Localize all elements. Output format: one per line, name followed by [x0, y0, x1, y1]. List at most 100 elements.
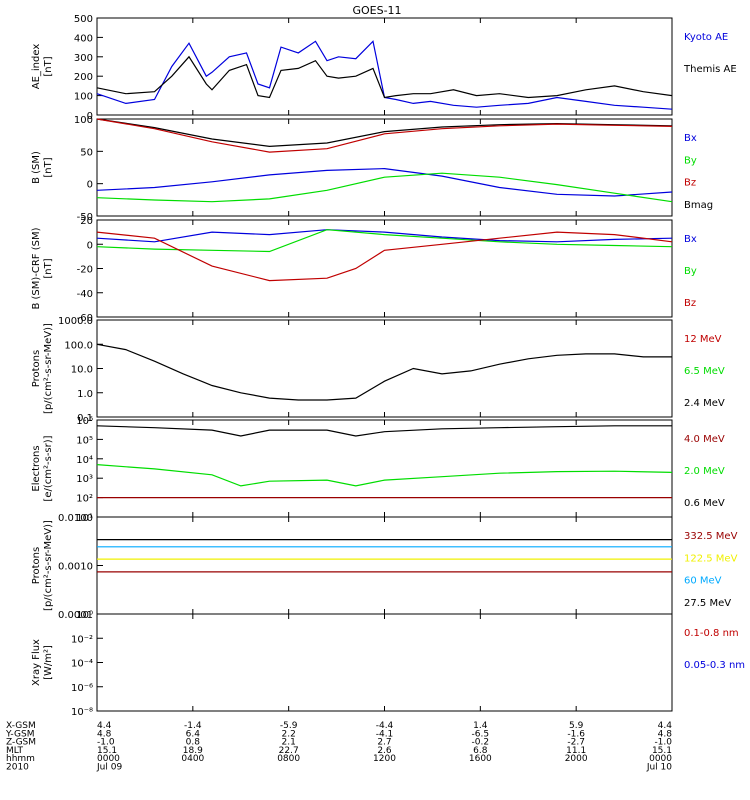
y-axis-label: Protons[p/(cm²-s-sr-MeV)]: [31, 520, 54, 611]
y-tick-label: 100.0: [64, 340, 93, 351]
footer-value: -1.4: [184, 721, 202, 731]
y-tick-label: 0.0100: [58, 513, 93, 524]
footer-value: -6.5: [472, 729, 490, 739]
footer-row-label: Y-GSM: [5, 729, 34, 739]
footer-value: 0400: [181, 754, 204, 764]
legend-entry: 4.0 MeV: [684, 434, 725, 445]
footer-value: 2.6: [377, 746, 392, 756]
y-axis-label-line: B (SM): [31, 151, 42, 184]
footer-value: 0800: [277, 754, 300, 764]
y-tick-label: -60: [77, 313, 93, 324]
y-tick-label: 10⁶: [76, 416, 93, 427]
panel-frame: [96, 613, 673, 712]
legend-entry: 2.0 MeV: [684, 466, 725, 477]
footer-value: -0.2: [472, 738, 490, 748]
panel-4: 0.1 1.0 10.0 100.0 1000.0 Protons[p/(cm²-s-sr…: [31, 316, 725, 424]
footer-value: -2.7: [567, 738, 585, 748]
y-tick-label: 0: [87, 240, 93, 251]
footer-value: -1.0: [654, 738, 672, 748]
y-tick-label: 10³: [76, 474, 93, 485]
legend-entry: 122.5 MeV: [684, 553, 738, 564]
panel-frame: [96, 17, 673, 116]
footer-row-label: hhmm: [6, 754, 35, 764]
y-tick-label: 10⁰: [76, 610, 93, 621]
series-line: [96, 55, 673, 99]
panel-frame: [96, 319, 673, 418]
y-tick-label: 500: [74, 14, 93, 25]
series-line: [96, 229, 673, 253]
footer-row-label: X-GSM: [6, 721, 36, 731]
y-axis-label-line: Electrons: [31, 445, 42, 491]
series-line: [96, 167, 673, 197]
series-line: [96, 118, 673, 153]
footer-value: 1.4: [473, 721, 488, 731]
legend-entry: Kyoto AE: [684, 32, 728, 43]
y-tick-label: 0.0010: [58, 562, 93, 573]
footer-value: -1.0: [97, 738, 115, 748]
y-axis-label: B (SM)-CRF (SM)[nT]: [31, 227, 54, 309]
footer-value: 2000: [565, 754, 588, 764]
y-axis-label-line: Protons: [31, 350, 42, 387]
y-tick-label: 300: [74, 53, 93, 64]
y-axis-label-line: [nT]: [43, 258, 54, 278]
y-tick-label: 10⁻⁸: [71, 707, 93, 718]
panel-6: 0.0001 0.0010 0.0100 Protons[p/(cm²-s-sr-Me…: [31, 513, 738, 621]
footer-value: 4.4: [658, 721, 673, 731]
y-tick-label: 10⁻⁴: [71, 659, 93, 670]
series-line: [96, 172, 673, 203]
footer-row-label: 2010: [6, 763, 29, 773]
footer-value: 1600: [469, 754, 492, 764]
y-axis-label-line: [e/(cm²-s-sr)]: [43, 435, 54, 501]
footer-value: 0000: [649, 754, 672, 764]
y-axis-label-line: B (SM)-CRF (SM): [31, 227, 42, 309]
y-tick-label: 10.0: [71, 365, 93, 376]
legend-entry: 6.5 MeV: [684, 366, 725, 377]
footer-value: 1200: [373, 754, 396, 764]
y-axis-label: AE_index[nT]: [31, 44, 54, 90]
footer-value: 4.8: [658, 729, 673, 739]
y-axis-label-line: [W/m²]: [43, 645, 54, 680]
y-tick-label: 10²: [76, 494, 93, 505]
footer-value: 11.1: [566, 746, 586, 756]
y-axis-label-line: Xray Flux: [31, 639, 42, 686]
footer-ephemeris: X-GSM 4.4 -1.4 -5.9 -4.4 1.4 5.9 4.4 Y-GSM 4.8 6.4…: [5, 721, 672, 773]
y-tick-label: 1.0: [77, 389, 93, 400]
y-tick-label: 100: [74, 115, 93, 126]
footer-value: 15.1: [97, 746, 117, 756]
panel-7: 10⁻⁸ 10⁻⁶ 10⁻⁴ 10⁻² 10⁰ Xray Flux[W/m²] 0.1-0.…: [31, 610, 745, 718]
plot-title: GOES-11: [352, 4, 401, 17]
footer-value: -1.6: [567, 729, 585, 739]
footer-value: 4.4: [97, 721, 112, 731]
legend-entry: 332.5 MeV: [684, 531, 738, 542]
legend-entry: Bz: [684, 298, 696, 309]
legend-entry: 12 MeV: [684, 334, 722, 345]
footer-value: 2.2: [282, 729, 296, 739]
legend-entry: 0.6 MeV: [684, 498, 725, 509]
series-line: [96, 464, 673, 487]
legend-entry: Bz: [684, 178, 696, 189]
legend-entry: 0.1-0.8 nm: [684, 628, 739, 639]
series-line: [96, 229, 673, 243]
footer-value: 4.8: [97, 729, 112, 739]
y-tick-label: 20: [80, 216, 93, 227]
legend-entry: Bx: [684, 234, 697, 245]
panel-3: -60 -40 -20 0 20 B (SM)-CRF (SM)[nT] Bx By Bz: [31, 216, 697, 324]
series-line: [96, 425, 672, 437]
footer-value: Jul 09: [96, 763, 122, 773]
panel-frame: [96, 516, 673, 615]
y-tick-label: 10⁻⁶: [71, 683, 93, 694]
legend-entry: By: [684, 266, 697, 277]
y-tick-label: 10⁴: [76, 455, 93, 466]
legend-entry: 60 MeV: [684, 576, 722, 587]
y-tick-label: 1000.0: [58, 316, 93, 327]
series-line: [96, 231, 673, 282]
y-axis-label-line: [p/(cm²-s-sr-MeV)]: [43, 323, 54, 414]
footer-row-label: Z-GSM: [6, 738, 36, 748]
y-tick-label: 0: [87, 180, 93, 191]
y-tick-label: -40: [77, 289, 93, 300]
y-tick-label: 100: [74, 92, 93, 103]
footer-value: -5.9: [280, 721, 298, 731]
